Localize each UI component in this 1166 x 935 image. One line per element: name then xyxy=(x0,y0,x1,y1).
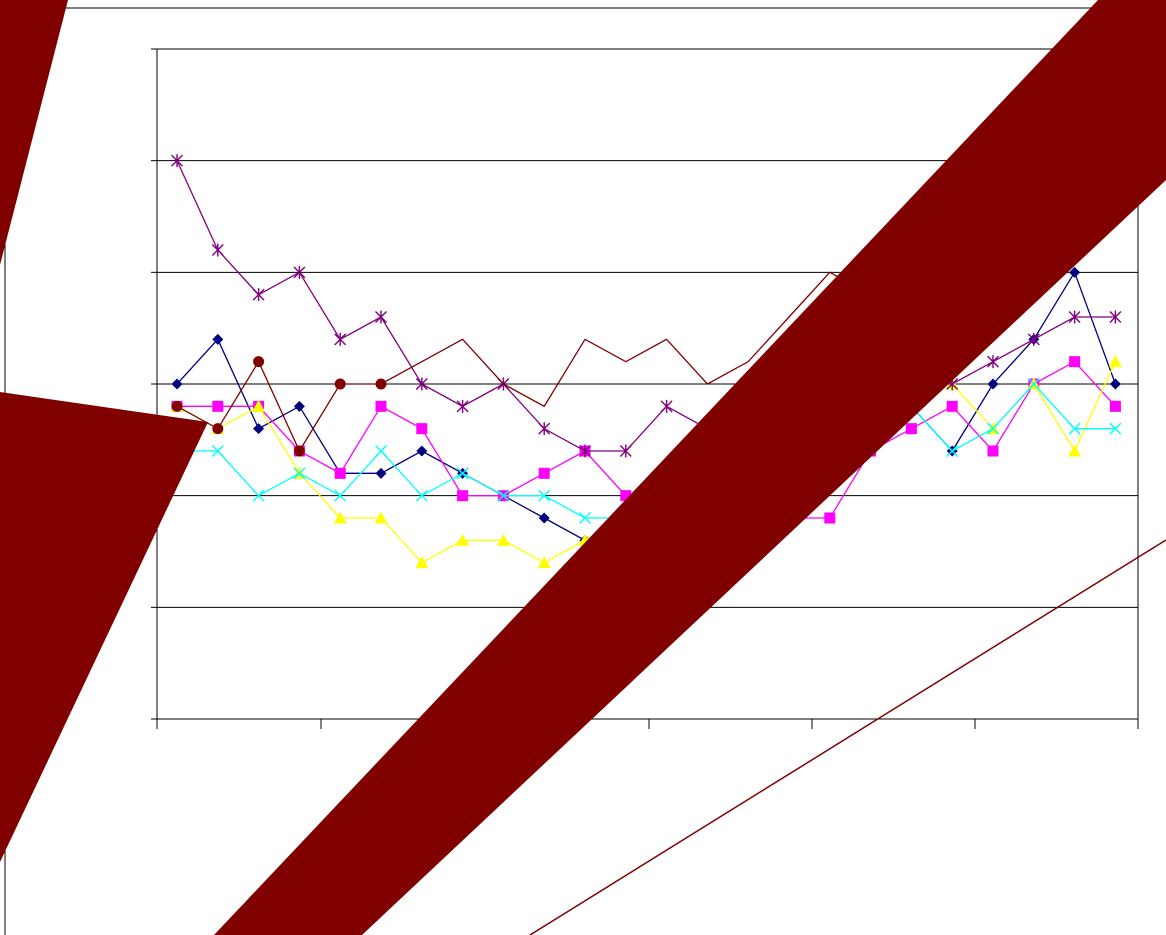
data-point xyxy=(456,467,469,480)
data-point xyxy=(496,533,510,546)
data-point xyxy=(457,490,469,502)
axes xyxy=(151,48,1139,729)
series-line xyxy=(176,160,1116,452)
data-point xyxy=(252,489,265,502)
data-point xyxy=(987,445,999,457)
data-point xyxy=(375,445,387,457)
data-point xyxy=(1027,332,1040,346)
data-point xyxy=(620,490,632,502)
data-point xyxy=(415,489,428,502)
overlay-shape-top-left xyxy=(0,0,68,265)
data-point xyxy=(171,400,183,412)
data-point xyxy=(415,556,429,569)
data-point xyxy=(416,445,428,457)
data-point xyxy=(375,310,387,324)
overlay-thin-line xyxy=(529,539,1166,935)
data-point xyxy=(334,489,347,502)
data-point xyxy=(416,423,428,435)
data-point xyxy=(334,467,346,479)
data-point xyxy=(293,445,305,457)
data-point xyxy=(253,356,265,368)
data-point xyxy=(334,378,346,390)
data-point xyxy=(1068,310,1081,324)
data-point xyxy=(538,512,550,524)
data-point xyxy=(1109,378,1121,390)
data-point xyxy=(619,444,632,458)
data-point xyxy=(171,154,183,168)
data-point xyxy=(946,445,959,457)
data-point xyxy=(375,378,387,390)
series-6 xyxy=(171,160,1116,457)
data-point xyxy=(211,445,224,457)
data-point xyxy=(212,333,224,345)
data-point xyxy=(579,444,591,458)
data-point xyxy=(537,556,551,569)
data-point xyxy=(946,400,958,412)
data-point xyxy=(497,489,510,502)
data-point xyxy=(1109,310,1122,324)
data-point xyxy=(374,511,388,524)
data-point xyxy=(987,378,999,390)
data-point xyxy=(253,423,265,435)
data-point xyxy=(456,533,470,546)
overlay-shape-left-wedge xyxy=(0,392,208,862)
data-point xyxy=(334,332,347,346)
data-point xyxy=(171,378,183,390)
data-point xyxy=(375,400,387,412)
data-point xyxy=(252,399,266,412)
data-point xyxy=(1109,400,1121,412)
data-point xyxy=(824,512,836,524)
data-point xyxy=(1069,266,1081,278)
data-point xyxy=(1068,422,1081,435)
data-point xyxy=(293,467,306,480)
data-point xyxy=(1109,422,1122,435)
data-point xyxy=(211,243,224,257)
data-point xyxy=(293,265,306,279)
data-point xyxy=(1068,444,1082,457)
data-point xyxy=(415,377,428,391)
data-point xyxy=(660,399,673,413)
data-point xyxy=(987,355,999,369)
overlay-shape-diagonal-band xyxy=(214,0,1166,935)
data-point xyxy=(375,467,387,479)
data-point xyxy=(538,467,550,479)
data-point xyxy=(538,489,551,502)
data-point xyxy=(212,400,224,412)
data-point xyxy=(456,399,469,413)
data-point xyxy=(905,423,917,435)
data-point xyxy=(293,400,305,412)
data-point xyxy=(1027,378,1040,390)
data-point xyxy=(1069,356,1081,368)
data-point xyxy=(212,423,224,435)
data-point xyxy=(1108,355,1122,368)
data-point xyxy=(579,512,591,524)
data-point xyxy=(333,511,347,524)
data-point xyxy=(252,288,265,302)
data-point xyxy=(538,422,551,436)
data-point xyxy=(987,422,999,435)
